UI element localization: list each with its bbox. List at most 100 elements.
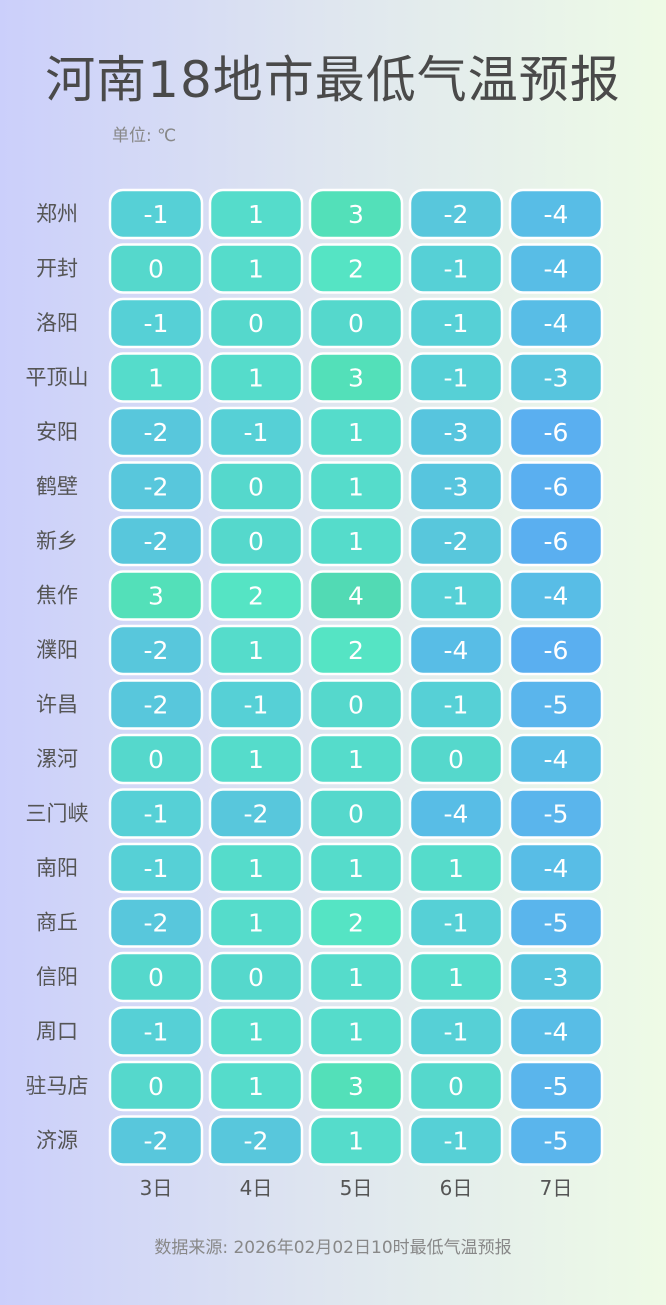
cell-value-label: 1	[348, 963, 364, 992]
heatmap-cell	[108, 352, 204, 403]
cell-value-label: -1	[144, 200, 169, 229]
cell-value-label: -2	[144, 527, 169, 556]
heatmap-cell	[408, 352, 504, 403]
y-tick-label: 安阳	[36, 420, 78, 444]
heatmap-cell	[308, 515, 404, 567]
cell-value-label: -1	[444, 582, 469, 611]
cell-value-label: 3	[348, 364, 364, 393]
cell-value-label: 0	[448, 1072, 464, 1101]
cell-value-label: -2	[144, 473, 169, 502]
cell-value-label: -4	[444, 636, 469, 665]
cell-value-label: -5	[544, 1127, 569, 1156]
cell-value-label: -1	[444, 1127, 469, 1156]
y-tick-label: 许昌	[36, 693, 78, 717]
y-tick-label: 南阳	[36, 856, 78, 880]
heatmap-cell	[508, 461, 604, 512]
page-title: 河南18地市最低气温预报	[45, 51, 621, 109]
cell-value-label: -1	[244, 418, 269, 447]
cell-value-label: 3	[148, 582, 164, 611]
cell-value-label: -4	[544, 309, 569, 338]
cell-value-label: 0	[248, 963, 264, 992]
cell-value-label: -1	[144, 1018, 169, 1047]
cell-value-label: -4	[544, 1018, 569, 1047]
cell-value-label: 1	[148, 364, 164, 393]
cell-value-label: 0	[248, 527, 264, 556]
cell-value-label: -2	[144, 636, 169, 665]
heatmap-cell	[208, 951, 304, 1003]
y-tick-label: 三门峡	[26, 802, 89, 826]
cell-value-label: -2	[144, 909, 169, 938]
cell-value-label: -4	[544, 582, 569, 611]
cell-value-label: 0	[148, 1072, 164, 1101]
y-tick-label: 驻马店	[26, 1074, 89, 1098]
cell-value-label: 1	[448, 854, 464, 883]
heatmap-cell	[408, 624, 504, 676]
cell-value-label: 2	[348, 636, 364, 665]
heatmap-cell	[308, 1006, 404, 1057]
heatmap-cell	[208, 515, 304, 567]
heatmap-cell	[408, 461, 504, 512]
cell-value-label: -2	[144, 691, 169, 720]
cell-value-label: 1	[248, 854, 264, 883]
cell-value-label: -4	[544, 200, 569, 229]
y-tick-label: 信阳	[36, 965, 78, 989]
cell-value-label: 0	[448, 745, 464, 774]
heatmap-cell	[108, 1006, 204, 1057]
heatmap-cell	[408, 1006, 504, 1057]
data-source: 数据来源: 2026年02月02日10时最低气温预报	[154, 1238, 512, 1258]
heatmap-cell	[108, 570, 204, 621]
cell-value-label: -5	[544, 909, 569, 938]
heatmap-cell	[308, 461, 404, 512]
heatmap-cell	[508, 297, 604, 349]
heatmap-cell	[408, 188, 504, 240]
heatmap-cell	[508, 570, 604, 621]
heatmap-cell	[108, 297, 204, 349]
cell-value-label: 3	[348, 1072, 364, 1101]
cell-value-label: -4	[544, 255, 569, 284]
cell-value-label: -6	[544, 418, 569, 447]
cell-value-label: -5	[544, 1072, 569, 1101]
y-tick-label: 平顶山	[26, 366, 89, 390]
cell-value-label: -3	[544, 963, 569, 992]
x-tick-label: 5日	[340, 1176, 373, 1200]
y-tick-label: 鹤壁	[36, 475, 78, 499]
cell-value-label: 3	[348, 200, 364, 229]
heatmap-cell	[208, 842, 304, 894]
heatmap-cell	[108, 842, 204, 894]
heatmap-cell	[208, 733, 304, 785]
cell-value-label: -2	[144, 1127, 169, 1156]
cell-value-label: 2	[348, 909, 364, 938]
cell-value-label: -1	[144, 309, 169, 338]
heatmap-cell	[308, 788, 404, 839]
y-tick-label: 焦作	[36, 584, 78, 608]
heatmap-cell	[308, 679, 404, 730]
cell-value-label: 0	[148, 963, 164, 992]
y-tick-label: 郑州	[36, 202, 78, 226]
y-tick-label: 新乡	[36, 529, 78, 553]
cell-value-label: 1	[348, 1127, 364, 1156]
cell-value-label: -5	[544, 800, 569, 829]
cell-value-label: 1	[248, 1018, 264, 1047]
cell-value-label: -1	[144, 800, 169, 829]
cell-value-label: -2	[144, 418, 169, 447]
heatmap-cell	[408, 842, 504, 894]
heatmap-cell	[508, 1115, 604, 1166]
heatmap-cell	[108, 243, 204, 294]
unit-label: 单位: ℃	[112, 126, 177, 146]
y-tick-label: 周口	[36, 1020, 78, 1044]
cell-value-label: 0	[148, 745, 164, 774]
cell-value-label: 1	[248, 1072, 264, 1101]
cell-value-label: -2	[444, 527, 469, 556]
heatmap-cell	[408, 1060, 504, 1112]
heatmap-cell	[508, 1060, 604, 1112]
heatmap-cell	[408, 570, 504, 621]
heatmap-cell	[208, 243, 304, 294]
y-tick-label: 开封	[36, 257, 78, 281]
y-tick-label: 濮阳	[36, 638, 78, 662]
cell-value-label: -3	[444, 473, 469, 502]
cell-value-label: 1	[248, 909, 264, 938]
heatmap-cell	[508, 788, 604, 839]
heatmap-cell	[208, 788, 304, 839]
heatmap-cell	[508, 624, 604, 676]
heatmap-cell	[308, 1115, 404, 1166]
